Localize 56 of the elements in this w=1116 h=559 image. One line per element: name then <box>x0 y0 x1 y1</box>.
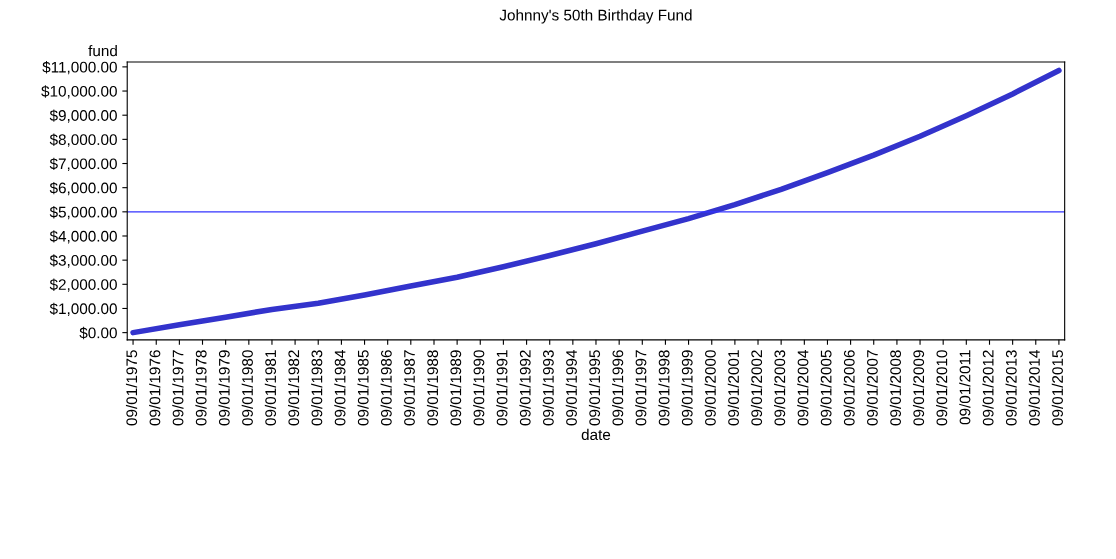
x-tick-label: 09/01/1981 <box>264 350 277 426</box>
x-tick-label: 09/01/2000 <box>704 350 716 426</box>
x-tick-label: 09/01/1988 <box>426 350 439 426</box>
x-tick-label: 09/01/1998 <box>658 350 670 426</box>
y-tick-label: $4,000.00 <box>49 230 117 244</box>
x-tick-label: 09/01/2015 <box>1051 350 1063 426</box>
x-tick-label: 09/01/2014 <box>1028 350 1040 426</box>
x-tick-label: 09/01/2011 <box>959 350 971 425</box>
chart-title: Johnny's 50th Birthday Fund <box>499 9 692 24</box>
x-tick-label: 09/01/1994 <box>565 350 577 426</box>
y-tick-label: $6,000.00 <box>49 181 117 196</box>
x-tick-label: 09/01/2008 <box>889 350 902 426</box>
x-tick-label: 09/01/2009 <box>912 350 925 426</box>
x-tick-label: 09/01/2001 <box>727 350 739 426</box>
x-tick-label: 09/01/2013 <box>1005 350 1017 426</box>
x-tick-label: 09/01/2010 <box>936 350 948 426</box>
x-tick-label: 09/01/2002 <box>750 350 763 426</box>
x-tick-label: 09/01/1992 <box>519 350 531 426</box>
y-tick-label: $2,000.00 <box>49 278 117 292</box>
x-tick-label: 09/01/1984 <box>334 350 346 426</box>
x-tick-label: 09/01/1978 <box>195 350 207 426</box>
x-tick-label: 09/01/1993 <box>542 350 554 426</box>
x-tick-label: 09/01/1995 <box>588 350 601 426</box>
x-tick-label: 09/01/2005 <box>820 350 832 426</box>
y-tick-label: $8,000.00 <box>49 133 117 147</box>
y-tick-label: $0.00 <box>79 326 117 340</box>
y-tick-label: $10,000.00 <box>41 85 117 99</box>
x-tick-label: 09/01/2006 <box>843 350 855 426</box>
x-tick-label: 09/01/1977 <box>172 350 184 426</box>
x-tick-label: 09/01/1986 <box>380 350 392 426</box>
x-tick-label: 09/01/2003 <box>774 350 786 426</box>
x-tick-label: 09/01/1990 <box>473 350 485 426</box>
x-tick-label: 09/01/1975 <box>125 350 138 426</box>
x-tick-label: 09/01/1999 <box>681 350 693 426</box>
y-axis-title: fund <box>88 45 117 57</box>
y-tick-label: $7,000.00 <box>49 157 117 172</box>
x-tick-label: 09/01/1991 <box>496 350 508 426</box>
x-tick-label: 09/01/1996 <box>612 350 624 426</box>
y-tick-label: $11,000.00 <box>42 61 117 75</box>
x-tick-label: 09/01/1983 <box>311 350 323 426</box>
x-axis-title: date <box>581 428 611 441</box>
y-tick-label: $9,000.00 <box>49 109 117 123</box>
y-tick-label: $1,000.00 <box>49 302 117 316</box>
x-tick-label: 09/01/1982 <box>287 350 300 426</box>
x-tick-label: 09/01/1979 <box>218 350 230 426</box>
x-tick-label: 09/01/1987 <box>403 350 415 426</box>
x-tick-label: 09/01/2004 <box>797 350 809 426</box>
x-tick-label: 09/01/2012 <box>982 350 994 426</box>
x-tick-label: 09/01/2007 <box>866 350 878 426</box>
y-tick-label: $5,000.00 <box>49 206 117 220</box>
x-tick-label: 09/01/1985 <box>357 350 369 426</box>
x-tick-label: 09/01/1976 <box>149 350 161 426</box>
y-tick-label: $3,000.00 <box>49 254 117 268</box>
x-tick-label: 09/01/1980 <box>241 350 253 426</box>
x-tick-label: 09/01/1997 <box>635 350 647 426</box>
x-tick-label: 09/01/1989 <box>450 350 462 426</box>
